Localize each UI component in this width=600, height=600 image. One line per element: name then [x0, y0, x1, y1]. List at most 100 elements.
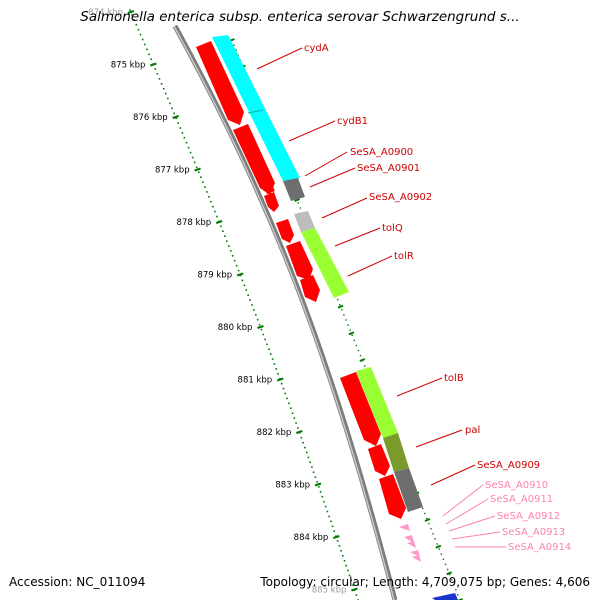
inner-tick: [457, 598, 463, 600]
ruler-dot: [266, 343, 268, 346]
inner-dot: [299, 207, 302, 209]
ruler-dot: [336, 540, 339, 542]
inner-dot: [444, 563, 447, 566]
gene-label-SeSA_A0910[interactable]: SeSA_A0910: [485, 480, 548, 491]
inner-dot: [364, 365, 366, 367]
ruler-dot: [206, 191, 208, 193]
inner-dot: [339, 304, 341, 306]
ruler-tick: [150, 62, 157, 67]
gene-label-pal[interactable]: pal: [465, 425, 480, 436]
ruler-dot: [183, 137, 186, 139]
ruler-dot: [277, 373, 279, 375]
ruler-dot: [189, 151, 192, 154]
gene-block-cydA-cydB1: [212, 35, 300, 181]
ruler-dot: [144, 43, 146, 46]
ruler-dot: [129, 9, 131, 11]
ruler-dot: [198, 171, 200, 173]
gene-label-cydB1[interactable]: cydB1: [337, 116, 368, 127]
ruler-dot: [164, 92, 167, 95]
ruler-dot: [309, 461, 311, 464]
ruler-dot: [295, 422, 297, 424]
ruler-dot: [208, 196, 210, 198]
ruler-dot: [202, 181, 204, 183]
ruler-dot: [300, 436, 303, 439]
ruler-dot: [191, 156, 194, 159]
ruler-label: 878 kbp: [177, 218, 212, 228]
ruler-label: 875 kbp: [111, 61, 146, 71]
inner-dot: [357, 349, 360, 352]
gene-label-SeSA_A0913[interactable]: SeSA_A0913: [502, 527, 565, 538]
ruler-dot: [347, 569, 349, 572]
inner-dot: [351, 334, 353, 336]
ruler-dot: [331, 525, 334, 528]
ruler-tick: [215, 219, 223, 225]
gene-label-SeSA_A0911[interactable]: SeSA_A0911: [490, 494, 553, 505]
ruler-dot: [224, 235, 226, 237]
ruler-dot: [262, 333, 265, 336]
inner-dot: [451, 578, 453, 581]
inner-dot: [424, 512, 426, 515]
gene-label-SeSA_A0914[interactable]: SeSA_A0914: [508, 542, 571, 553]
ruler-dot: [302, 441, 304, 444]
ruler-dot: [204, 186, 206, 188]
inner-dot: [432, 533, 434, 535]
inner-dot: [337, 298, 339, 301]
ruler-dot: [321, 495, 324, 498]
gene-label-cydA[interactable]: cydA: [304, 43, 329, 54]
ruler-dot: [352, 584, 354, 587]
ruler-dot: [312, 471, 315, 473]
ruler-dot: [228, 245, 230, 247]
ruler-tick: [332, 534, 340, 540]
ruler-dot: [316, 481, 318, 483]
gene-label-SeSA_A0901[interactable]: SeSA_A0901: [357, 163, 420, 174]
ruler-tick: [351, 587, 358, 592]
inner-dot: [341, 309, 343, 311]
ruler-dot: [200, 176, 202, 178]
ruler-label: 883 kbp: [275, 481, 310, 491]
ruler-tick: [236, 272, 244, 277]
gene-arrow-tolQ: [286, 241, 313, 280]
gene-arrow-SeSA_A0913: [410, 550, 420, 557]
ruler-dot: [333, 530, 336, 532]
ruler-label: 881 kbp: [238, 376, 273, 386]
ruler-dot: [137, 28, 140, 31]
gene-label-tolQ[interactable]: tolQ: [382, 223, 403, 234]
gene-label-SeSA_A0900[interactable]: SeSA_A0900: [350, 147, 413, 158]
gene-label-SeSA_A0909[interactable]: SeSA_A0909: [477, 460, 540, 471]
gene-label-tolB[interactable]: tolB: [444, 373, 464, 384]
inner-dot: [355, 344, 358, 347]
inner-dot: [426, 517, 428, 520]
gene-arrow-SeSA_A0902: [276, 219, 294, 243]
inner-dot: [428, 522, 430, 525]
gene-arrow-tolB: [340, 372, 381, 446]
ruler-dot: [160, 83, 163, 85]
strand-arrows: [196, 41, 421, 562]
ruler-dot: [288, 402, 290, 405]
gene-label-SeSA_A0912[interactable]: SeSA_A0912: [497, 511, 560, 522]
inner-dot: [453, 584, 455, 586]
ruler-label: 876 kbp: [133, 113, 168, 123]
inner-dot: [297, 202, 299, 204]
inner-dot: [436, 543, 438, 545]
inner-dot: [347, 324, 349, 326]
ruler-dot: [268, 348, 270, 350]
ruler-dot: [154, 68, 157, 70]
accession-text: Accession: NC_011094: [9, 575, 146, 589]
ruler-dot: [177, 122, 179, 124]
ruler-dot: [141, 38, 144, 41]
ruler-dot: [139, 33, 142, 36]
ruler-dot: [210, 200, 212, 203]
inner-dot: [430, 528, 432, 530]
gene-arrow-SeSA_A0900: [262, 180, 275, 194]
ruler-dot: [179, 127, 182, 129]
ruler-dot: [293, 417, 296, 419]
ruler-dot: [260, 328, 263, 331]
ruler-dot: [258, 323, 261, 326]
gene-label-SeSA_A0902[interactable]: SeSA_A0902: [369, 192, 432, 203]
gene-label-tolR[interactable]: tolR: [394, 251, 414, 262]
ruler-dot: [326, 510, 329, 513]
genome-backbone: [172, 24, 398, 600]
ruler-dot: [251, 304, 253, 306]
ruler-dot: [131, 14, 133, 16]
